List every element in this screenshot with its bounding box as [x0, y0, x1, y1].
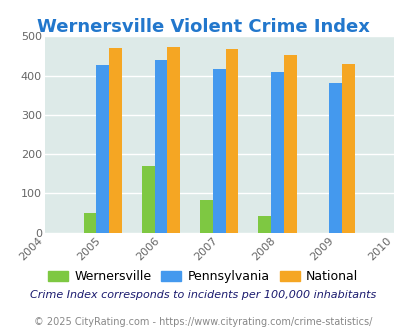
Bar: [283, 55, 296, 233]
Bar: [167, 47, 180, 233]
Bar: [83, 213, 96, 233]
Bar: [141, 166, 154, 233]
Bar: [258, 216, 271, 233]
Bar: [225, 49, 238, 233]
Bar: [154, 60, 167, 233]
Bar: [271, 72, 283, 233]
Text: Wernersville Violent Crime Index: Wernersville Violent Crime Index: [36, 18, 369, 36]
Text: © 2025 CityRating.com - https://www.cityrating.com/crime-statistics/: © 2025 CityRating.com - https://www.city…: [34, 317, 371, 327]
Bar: [96, 65, 109, 233]
Bar: [212, 69, 225, 233]
Legend: Wernersville, Pennsylvania, National: Wernersville, Pennsylvania, National: [43, 265, 362, 288]
Text: Crime Index corresponds to incidents per 100,000 inhabitants: Crime Index corresponds to incidents per…: [30, 290, 375, 300]
Bar: [341, 64, 354, 233]
Bar: [328, 83, 341, 233]
Bar: [109, 48, 122, 233]
Bar: [200, 200, 212, 233]
